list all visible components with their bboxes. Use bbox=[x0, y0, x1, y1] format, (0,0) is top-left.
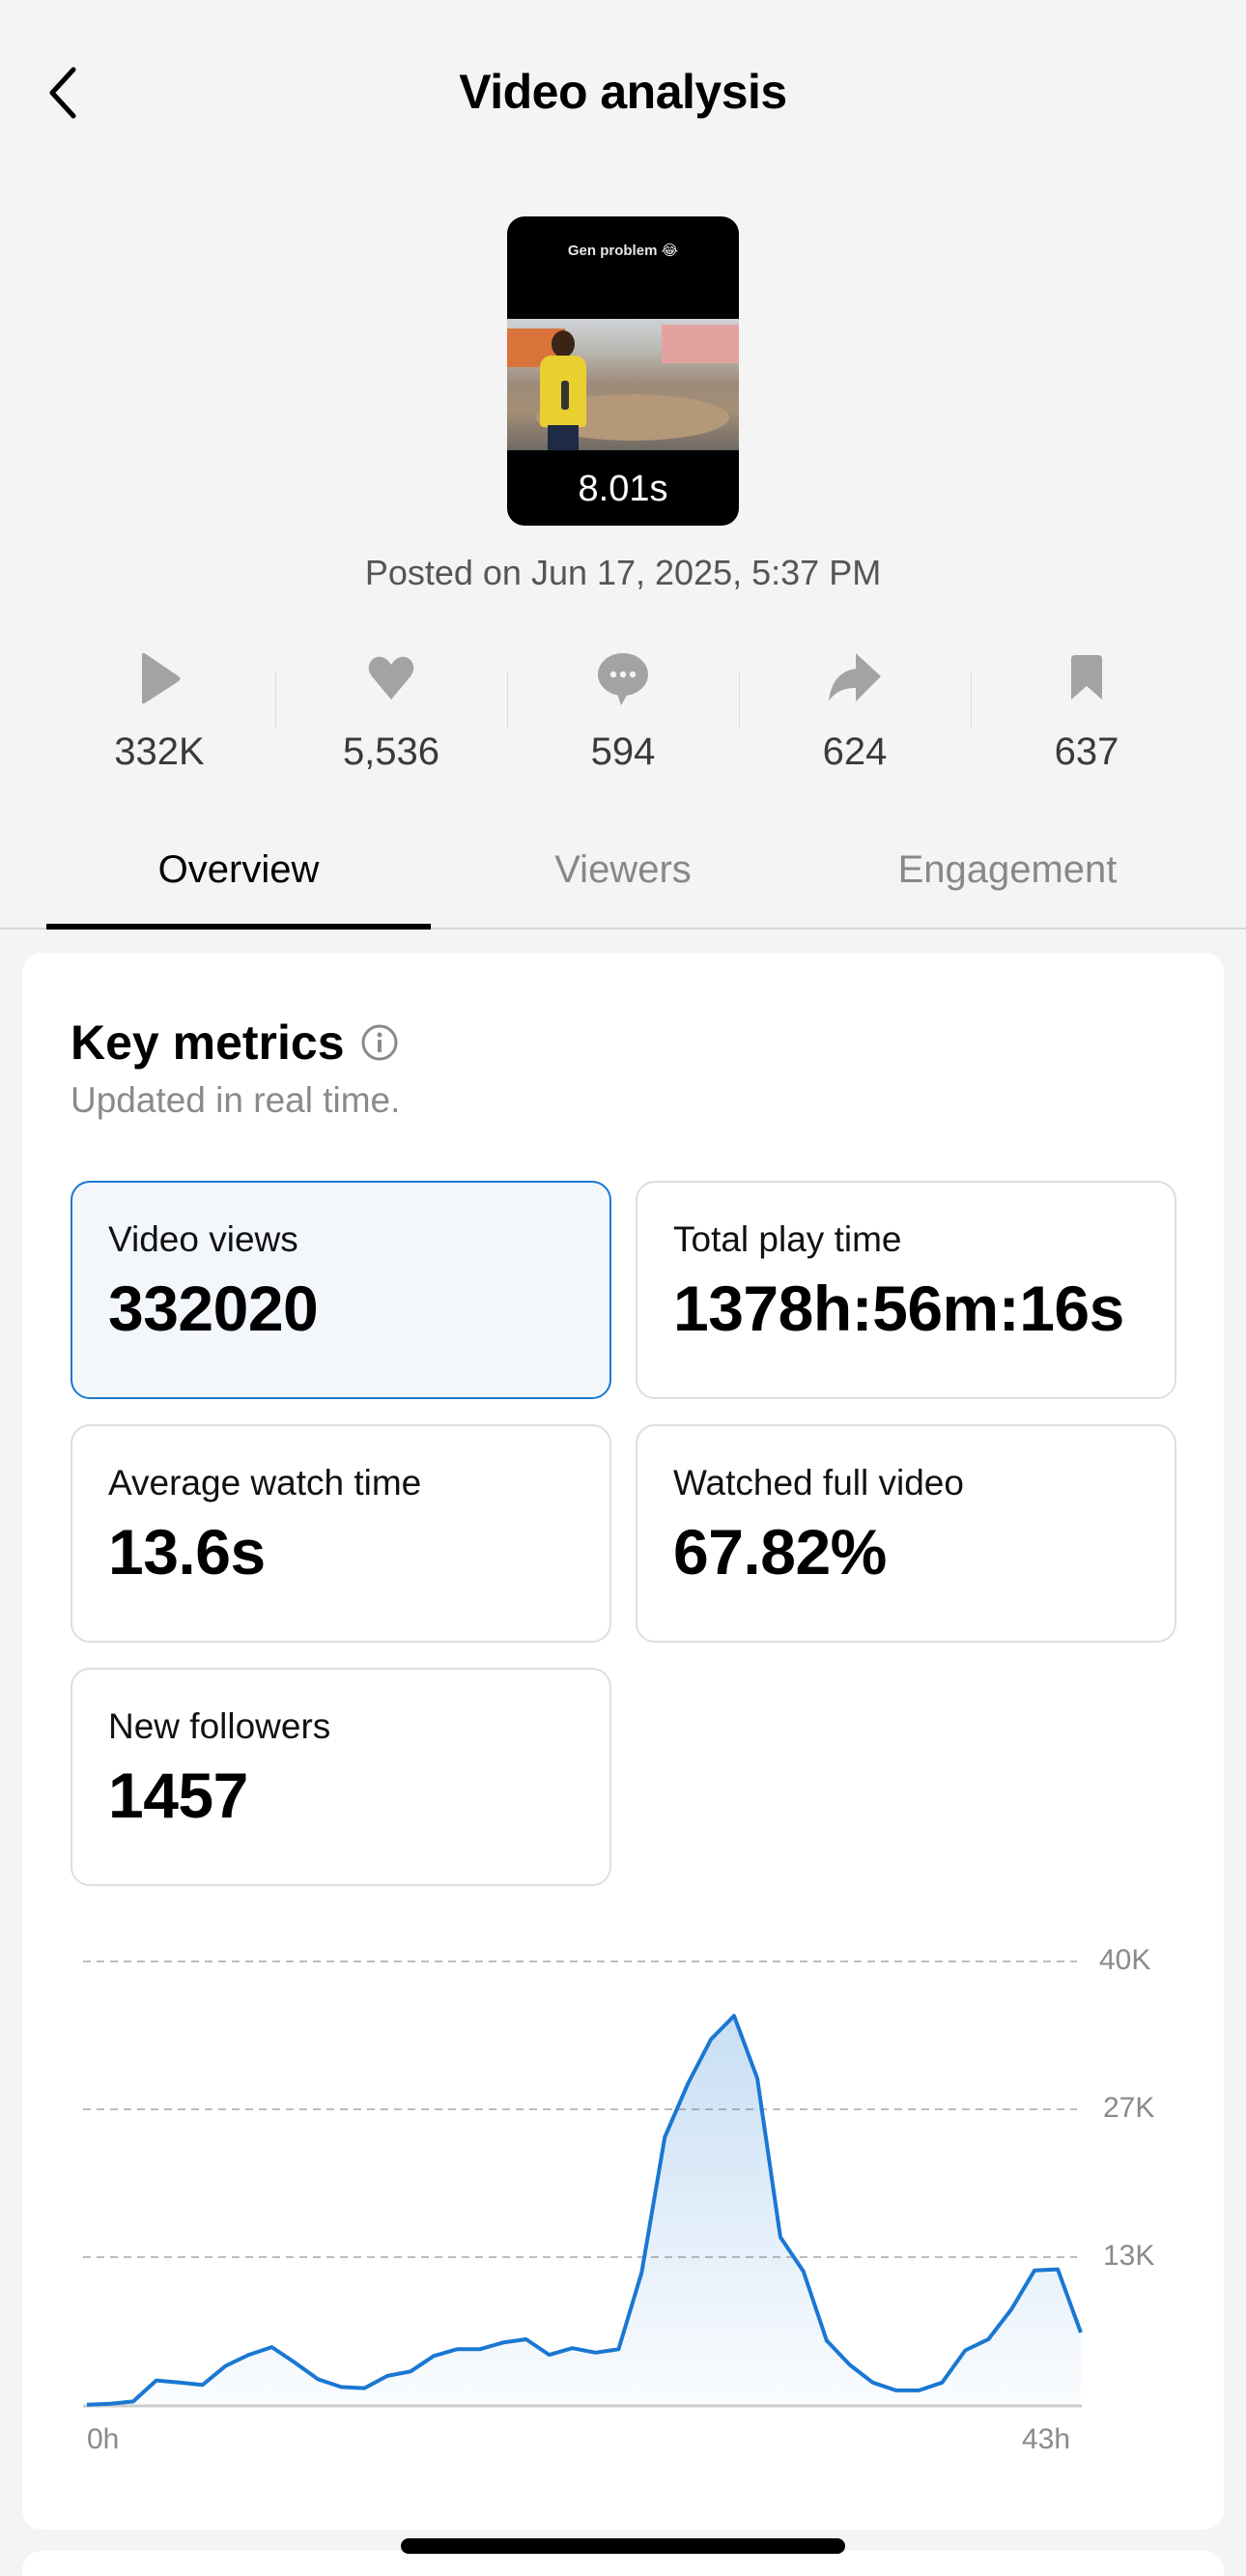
metric-watched-full-video[interactable]: Watched full video 67.82% bbox=[636, 1424, 1176, 1643]
tab-bar: Overview Viewers Engagement bbox=[0, 831, 1246, 930]
header: Video analysis bbox=[0, 0, 1246, 193]
x-tick-start: 0h bbox=[87, 2423, 120, 2455]
metric-total-play-time[interactable]: Total play time 1378h:56m:16s bbox=[636, 1181, 1176, 1399]
video-frame-image bbox=[507, 319, 739, 450]
comment-icon bbox=[598, 653, 648, 705]
heart-icon bbox=[368, 656, 414, 700]
video-duration: 8.01s bbox=[578, 469, 668, 509]
metric-video-views[interactable]: Video views 332020 bbox=[71, 1181, 611, 1399]
chevron-left-icon bbox=[49, 67, 76, 119]
y-tick-13k: 13K bbox=[1103, 2240, 1155, 2272]
y-tick-40k: 40K bbox=[1099, 1944, 1151, 1976]
bookmark-icon bbox=[1071, 655, 1102, 700]
tab-viewers[interactable]: Viewers bbox=[554, 848, 692, 891]
x-tick-end: 43h bbox=[1022, 2423, 1071, 2455]
tab-overview[interactable]: Overview bbox=[46, 831, 431, 930]
share-icon bbox=[829, 653, 881, 701]
posted-date: Posted on Jun 17, 2025, 5:37 PM bbox=[364, 553, 882, 592]
home-indicator[interactable] bbox=[401, 2538, 845, 2554]
key-metrics-heading: Key metrics bbox=[71, 1015, 399, 1071]
y-tick-27k: 27K bbox=[1103, 2092, 1155, 2124]
page-title: Video analysis bbox=[459, 65, 787, 119]
stat-views[interactable]: 332K bbox=[43, 638, 275, 783]
stat-shares[interactable]: 624 bbox=[739, 638, 971, 783]
stat-comments[interactable]: 594 bbox=[507, 638, 739, 783]
metric-average-watch-time[interactable]: Average watch time 13.6s bbox=[71, 1424, 611, 1643]
play-icon bbox=[142, 652, 181, 704]
stat-likes[interactable]: 5,536 bbox=[275, 638, 507, 783]
key-metrics-subtitle: Updated in real time. bbox=[71, 1080, 401, 1120]
back-button[interactable] bbox=[42, 64, 85, 122]
video-thumbnail[interactable]: Gen problem 😂 8.01s bbox=[507, 216, 739, 526]
engagement-stats: 332K 5,536 594 624 bbox=[43, 638, 1203, 783]
key-metrics-title: Key metrics bbox=[71, 1016, 345, 1070]
stat-saves[interactable]: 637 bbox=[971, 638, 1203, 783]
video-caption: Gen problem 😂 bbox=[567, 243, 679, 259]
tab-engagement[interactable]: Engagement bbox=[897, 848, 1118, 891]
metric-new-followers[interactable]: New followers 1457 bbox=[71, 1668, 611, 1886]
next-section-card bbox=[22, 2551, 1224, 2576]
info-icon[interactable] bbox=[360, 1023, 399, 1062]
